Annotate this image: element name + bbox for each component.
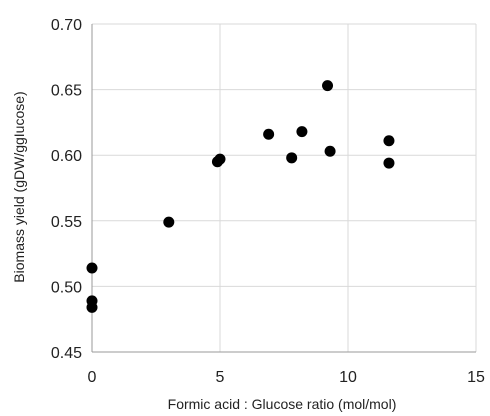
y-tick-label: 0.70 [51, 17, 82, 34]
data-point [286, 152, 298, 164]
data-point [214, 153, 226, 165]
tick-labels: 0.45 0.50 0.55 0.60 0.65 0.70 0 5 10 15 [51, 17, 485, 386]
data-point [163, 216, 175, 228]
x-tick-label: 0 [88, 369, 97, 386]
data-point [86, 301, 98, 313]
data-point [383, 135, 395, 147]
y-tick-label: 0.50 [51, 279, 82, 296]
data-point [296, 126, 308, 138]
data-point [383, 157, 395, 169]
y-tick-label: 0.45 [51, 345, 82, 362]
x-tick-label: 10 [339, 369, 357, 386]
data-points [86, 80, 395, 313]
grid [92, 23, 477, 352]
x-axis-title: Formic acid : Glucose ratio (mol/mol) [168, 396, 397, 412]
data-point [263, 128, 275, 140]
x-tick-label: 15 [467, 369, 485, 386]
data-point [322, 80, 334, 92]
y-tick-label: 0.55 [51, 214, 82, 231]
x-tick-label: 5 [216, 369, 225, 386]
data-point [324, 145, 336, 157]
y-axis-title: Biomass yield (gDW/ggIucose) [11, 91, 27, 282]
y-tick-label: 0.60 [51, 148, 82, 165]
data-point [86, 262, 98, 274]
axes [91, 24, 476, 353]
y-tick-label: 0.65 [51, 83, 82, 100]
